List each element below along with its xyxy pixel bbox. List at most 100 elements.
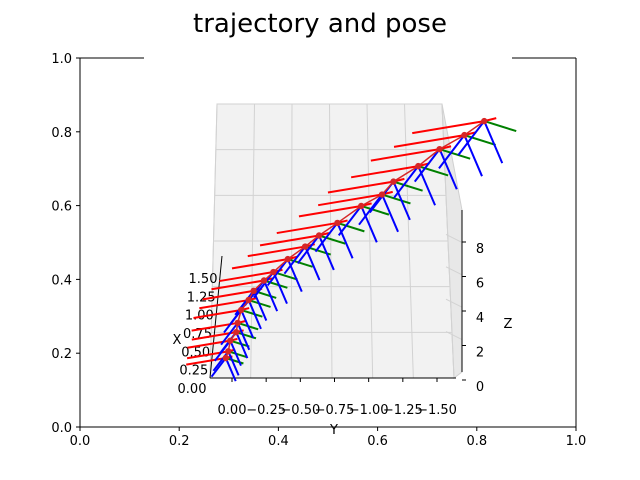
trajectory-point	[390, 178, 397, 185]
pose-z-axis-tail	[438, 148, 458, 190]
pose-z-axis-tail	[263, 280, 279, 312]
y-tick-label: −0.75	[315, 403, 355, 418]
outer-y-tick-label: 0.4	[51, 273, 72, 288]
pose-y-axis	[240, 309, 263, 318]
trajectory-point	[222, 354, 230, 362]
pose-x-axis	[317, 193, 383, 207]
trajectory-point	[260, 277, 268, 284]
trajectory-point	[315, 232, 323, 239]
axes3d: 0.00 −0.25−0.50−0.75−1.00−1.25−1.500.000.…	[173, 103, 513, 438]
pose-y-axis	[417, 165, 449, 177]
pose-x-axis	[211, 279, 265, 291]
pose-z-axis-tail	[360, 205, 378, 243]
pose-z-axis-tail	[381, 194, 399, 233]
trajectory-point	[334, 219, 341, 227]
pose-x-axis	[247, 245, 306, 258]
x-axis-label: X	[173, 333, 182, 348]
pose-x-axis	[186, 357, 226, 366]
x-tick-label: 1.25	[187, 290, 216, 305]
pose-x-axis	[193, 309, 242, 319]
outer-x-tick-label: 0.4	[268, 434, 289, 449]
trajectory-point	[233, 328, 240, 336]
pose-z-axis-tail	[272, 271, 288, 305]
x-axis-line	[209, 255, 223, 379]
trajectory-point	[234, 319, 241, 327]
pose-y-axis	[360, 205, 390, 216]
grid-lines	[209, 103, 463, 379]
pose-x-axis	[350, 165, 419, 179]
pose-z-axis	[413, 148, 441, 183]
pose-z-axis	[337, 205, 363, 236]
pose-y-axis	[263, 279, 288, 289]
outer-x-tick-label: 0.8	[466, 434, 487, 449]
trajectory-point	[481, 117, 488, 125]
pose-z-axis-tail	[235, 331, 249, 359]
outer-axes: 0.0 0.2 0.4 0.6 0.8 1.0 0.0 0.2 0.4 0.6 0.8 1.0	[51, 52, 586, 449]
pose-z-axis-tail	[224, 357, 237, 382]
outer-x-tick-label: 0.6	[367, 434, 388, 449]
pose-z-axis-tail	[318, 235, 335, 271]
pose-x-axis	[298, 204, 362, 218]
outer-y-tick-label: 1.0	[51, 52, 72, 67]
pose-y-axis	[381, 193, 411, 205]
y-tick-label: −1.00	[349, 403, 389, 418]
pose-z-axis	[210, 357, 227, 378]
pose-z-axis-tail	[240, 309, 255, 339]
outer-y-ticks: 0.0 0.2 0.4 0.6 0.8 1.0	[51, 52, 80, 436]
pose-x-axis	[231, 258, 288, 270]
pose-x-axis	[202, 289, 254, 301]
grid-line-right-pane	[445, 233, 463, 243]
y-tick-label: −0.50	[280, 403, 320, 418]
y-tick-label: −0.25	[246, 403, 286, 418]
z-tick-label: 6	[476, 277, 484, 292]
z-axis-label: Z	[504, 317, 513, 332]
pose-x-axis	[219, 271, 274, 283]
pose-x-axis	[412, 120, 485, 135]
y-tick-label: 0.00	[218, 403, 247, 418]
grid-line-right-pane	[445, 331, 463, 341]
pose-x-axis	[327, 180, 394, 194]
pose-z-axis	[393, 165, 420, 199]
pose-frames	[186, 117, 517, 382]
trajectory-point	[378, 191, 386, 198]
pose-x-axis	[199, 299, 249, 310]
x-tick-label: 0.00	[178, 382, 207, 397]
pose-z-axis-tail	[392, 181, 411, 221]
pose-z-axis-tail	[336, 222, 354, 259]
pose-z-axis	[220, 322, 239, 346]
grid-line-right-pane	[445, 298, 463, 308]
outer-x-tick-label: 0.2	[169, 434, 190, 449]
pose-y-axis	[229, 339, 250, 348]
pose-z-axis	[283, 245, 306, 275]
z-tick-label: 4	[476, 311, 484, 326]
pose-z-axis	[314, 222, 339, 253]
pose-y-axis	[439, 148, 471, 160]
pose-z-axis-tail	[483, 120, 504, 164]
trajectory-point	[358, 202, 365, 210]
trajectory-point	[415, 162, 422, 170]
outer-y-tick-label: 0.2	[51, 347, 72, 362]
pose-x-axis	[393, 134, 465, 148]
z-tick-label: 2	[476, 346, 484, 361]
pose-x-axis	[370, 148, 440, 162]
trajectory-point	[284, 255, 292, 263]
chart-title: trajectory and pose	[193, 9, 447, 39]
pose-y-axis	[393, 180, 423, 192]
pose-x-axis	[276, 221, 338, 235]
outer-y-tick-label: 0.6	[51, 200, 72, 215]
outer-y-tick-label: 0.8	[51, 126, 72, 141]
y-tick-label: −1.50	[417, 403, 457, 418]
pose-y-axis	[464, 134, 496, 146]
trajectory-series	[222, 117, 488, 362]
trajectory-point	[225, 348, 232, 355]
trajectory-point	[301, 243, 309, 250]
pose-z-axis-tail	[229, 340, 242, 367]
outer-x-ticks: 0.0 0.2 0.4 0.6 0.8 1.0	[70, 427, 587, 449]
trajectory-point	[270, 268, 277, 276]
z-tick-label: 8	[476, 242, 484, 257]
pose-z-axis	[212, 350, 230, 372]
outer-x-tick-label: 1.0	[566, 434, 587, 449]
pose-z-axis-tail	[236, 322, 251, 351]
trajectory-point	[250, 287, 257, 295]
pose-y-axis	[337, 221, 365, 233]
